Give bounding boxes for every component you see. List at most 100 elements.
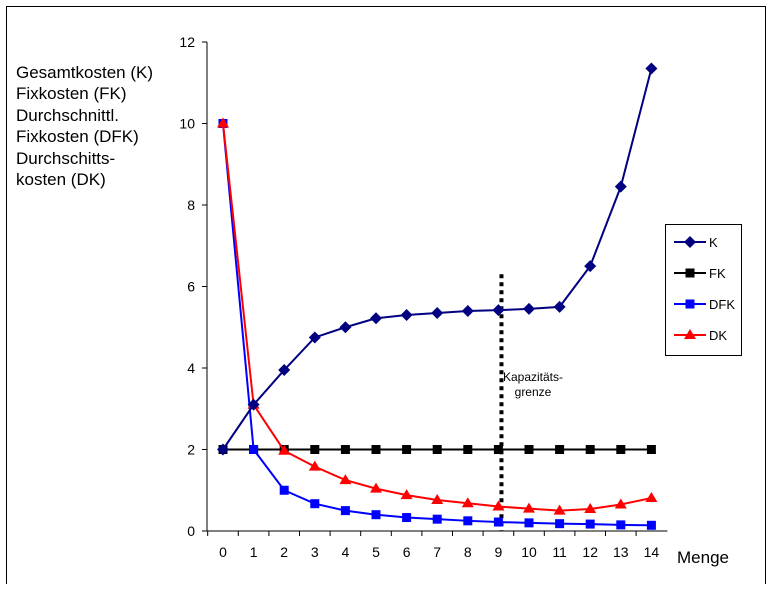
legend-item-dk: DK — [666, 325, 741, 345]
data-point-dfk — [493, 517, 503, 527]
data-point-dfk — [555, 519, 565, 529]
data-point-dk — [308, 460, 321, 471]
x-tick-label: 0 — [219, 544, 227, 560]
data-point-dk — [553, 504, 566, 515]
capacity-limit-label-line: Kapazitäts- — [502, 370, 564, 384]
data-point-k — [339, 321, 352, 334]
data-point-dfk — [310, 499, 320, 509]
data-point-k — [584, 260, 597, 273]
series-line-dfk — [222, 123, 652, 527]
data-point-fk — [432, 445, 442, 454]
chart-frame — [6, 6, 766, 584]
y-tick-label: 2 — [187, 442, 195, 458]
data-point-k — [431, 306, 444, 319]
capacity-limit-label-line: grenze — [514, 385, 552, 399]
data-point-dfk — [463, 516, 473, 526]
y-axis-label-line: Durchschitts- — [16, 148, 116, 168]
y-axis-label-line: Fixkosten (FK) — [16, 84, 127, 104]
x-tick-label: 10 — [521, 544, 537, 560]
x-tick-label: 1 — [250, 544, 258, 560]
data-point-dfk — [249, 445, 259, 454]
y-axis-label-line: kosten (DK) — [16, 170, 106, 190]
data-point-dfk — [524, 518, 534, 528]
legend-marker-dk — [684, 329, 696, 339]
data-point-fk — [371, 445, 381, 454]
data-point-dfk — [432, 514, 442, 524]
legend-item-fk: FK — [666, 263, 741, 283]
data-point-dk — [339, 474, 352, 485]
data-point-k — [308, 331, 321, 344]
data-point-dfk — [371, 510, 381, 520]
y-tick-label: 6 — [187, 279, 195, 295]
data-point-k — [553, 300, 566, 313]
data-point-dfk — [616, 520, 626, 530]
data-point-dfk — [340, 506, 350, 516]
data-point-k — [614, 180, 627, 193]
data-point-dk — [584, 502, 597, 513]
data-point-fk — [340, 445, 350, 454]
data-point-dk — [523, 502, 535, 513]
data-point-k — [217, 443, 229, 456]
x-tick-label: 7 — [433, 544, 441, 560]
data-point-dfk — [646, 520, 656, 530]
x-tick-label: 9 — [495, 544, 503, 560]
data-point-k — [461, 304, 474, 317]
data-point-fk — [493, 445, 503, 454]
data-point-k — [645, 62, 658, 75]
y-axis-label: Gesamtkosten (K) Fixkosten (FK) Durchsch… — [16, 62, 153, 190]
legend-label-dfk: DFK — [709, 297, 735, 312]
x-tick-label: 13 — [613, 544, 629, 560]
y-tick-label: 4 — [187, 360, 195, 376]
capacity-limit-label: Kapazitäts- grenze — [497, 370, 569, 400]
data-point-k — [278, 364, 291, 377]
data-point-dk — [400, 489, 413, 500]
data-point-fk — [402, 445, 412, 454]
y-tick-label: 0 — [187, 523, 195, 539]
data-point-dk — [461, 497, 474, 508]
x-tick-label: 6 — [403, 544, 411, 560]
x-tick-label: 8 — [464, 544, 472, 560]
legend-swatch-dfk — [674, 299, 706, 309]
y-tick-label: 10 — [179, 116, 195, 132]
y-tick-label: 8 — [187, 197, 195, 213]
x-tick-label: 4 — [342, 544, 350, 560]
data-point-fk — [585, 445, 595, 454]
legend: K FK DFK DK — [665, 224, 742, 356]
legend-swatch-dk — [674, 329, 706, 339]
data-point-fk — [524, 445, 534, 454]
legend-swatch-fk — [674, 268, 706, 278]
data-point-fk — [463, 445, 473, 454]
data-point-k — [370, 312, 382, 325]
data-point-dk — [645, 491, 658, 502]
data-point-dk — [614, 498, 627, 509]
data-point-dk — [492, 500, 505, 511]
y-axis-label-line: Gesamtkosten (K) — [16, 63, 153, 82]
y-axis-label-line: Durchschnittl. — [16, 105, 119, 125]
data-point-dk — [431, 494, 444, 505]
legend-marker-fk — [685, 268, 695, 278]
legend-label-k: K — [709, 235, 718, 250]
data-point-dk — [217, 117, 229, 128]
x-tick-label: 2 — [280, 544, 288, 560]
x-tick-label: 5 — [372, 544, 380, 560]
data-point-dfk — [585, 519, 595, 529]
legend-marker-dfk — [685, 299, 695, 309]
legend-item-k: K — [666, 232, 741, 252]
data-point-dfk — [402, 513, 412, 523]
data-point-fk — [646, 445, 656, 454]
data-point-fk — [555, 445, 565, 454]
legend-label-fk: FK — [709, 266, 726, 281]
legend-item-dfk: DFK — [666, 294, 741, 314]
data-point-k — [523, 302, 535, 315]
x-axis-title: Menge — [677, 548, 729, 567]
data-point-dfk — [279, 485, 289, 495]
x-tick-label: 14 — [644, 544, 660, 560]
y-axis-label-line: Fixkosten (DFK) — [16, 127, 139, 147]
y-tick-label: 12 — [179, 34, 195, 50]
data-point-k — [492, 304, 505, 317]
data-point-dk — [370, 482, 382, 493]
legend-marker-k — [684, 236, 696, 248]
legend-swatch-k — [674, 236, 706, 248]
x-tick-label: 3 — [311, 544, 319, 560]
